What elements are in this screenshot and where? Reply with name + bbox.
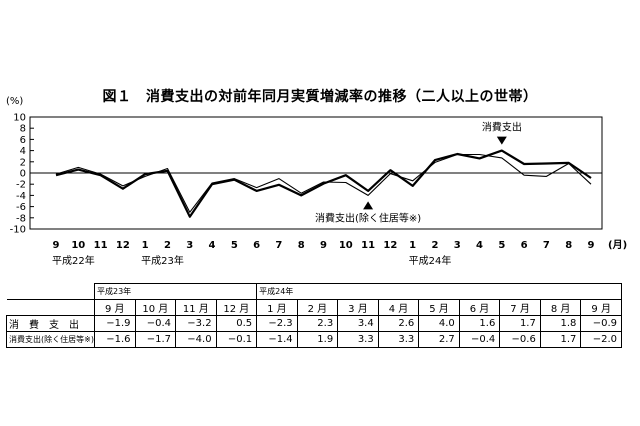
- annotation-label: 消費支出(除く住居等※): [315, 211, 421, 224]
- x-tick-label: 1: [409, 240, 416, 251]
- table-month-header: 8 月: [539, 299, 582, 316]
- table-corner-cell: [6, 283, 95, 300]
- table-cell: −0.4: [134, 315, 177, 332]
- y-tick-label: -10: [10, 225, 26, 236]
- y-tick-label: -6: [16, 202, 26, 213]
- x-tick-label: 2: [431, 240, 438, 251]
- x-tick-label: 11: [94, 240, 108, 251]
- chart-title: 図１ 消費支出の対前年同月実質増減率の推移（二人以上の世帯）: [102, 89, 538, 105]
- table-cell: −0.4: [458, 331, 501, 348]
- x-tick-label: 12: [116, 240, 130, 251]
- y-tick-label: 4: [20, 146, 26, 157]
- x-tick-label: 8: [565, 240, 572, 251]
- x-tick-label: 10: [339, 240, 353, 251]
- table-cell: 1.6: [458, 315, 501, 332]
- table-cell: −1.7: [134, 331, 177, 348]
- table-month-header: 12 月: [215, 299, 258, 316]
- table-month-header: 10 月: [134, 299, 177, 316]
- table-cell: 3.3: [337, 331, 379, 348]
- annotation-arrow-down: [496, 136, 507, 145]
- table-cell: 3.4: [337, 315, 379, 332]
- x-tick-label: 7: [275, 240, 282, 251]
- table-month-header: 1 月: [256, 299, 298, 316]
- table-cell: −2.0: [580, 331, 622, 348]
- x-tick-label: 9: [320, 240, 327, 251]
- table-cell: 2.3: [296, 315, 339, 332]
- y-tick-label: -2: [16, 180, 26, 191]
- table-month-header: 7 月: [499, 299, 541, 316]
- table-month-header: 9 月: [580, 299, 622, 316]
- x-tick-label: 9: [588, 240, 595, 251]
- table-row-label: 消費支出(除く住居等※): [6, 331, 95, 348]
- table-cell: −3.2: [175, 315, 217, 332]
- table-month-header: 11 月: [175, 299, 217, 316]
- x-tick-label: 12: [383, 240, 397, 251]
- y-tick-label: 0: [20, 169, 26, 180]
- era-label: 平成23年: [141, 254, 184, 267]
- x-tick-label: 3: [186, 240, 193, 251]
- era-label: 平成22年: [52, 254, 95, 267]
- series-line-1: [55, 153, 592, 213]
- x-unit-label: (月): [608, 239, 627, 251]
- x-tick-label: 1: [142, 240, 149, 251]
- table-cell: −1.6: [94, 331, 136, 348]
- x-tick-label: 2: [164, 240, 171, 251]
- table-cell: 0.5: [215, 315, 258, 332]
- y-tick-label: -4: [16, 191, 26, 202]
- table-era-row: 平成23年 平成24年: [6, 283, 622, 300]
- table-cell: −1.9: [94, 315, 136, 332]
- table-cell: −2.3: [256, 315, 298, 332]
- x-tick-label: 10: [71, 240, 85, 251]
- x-tick-label: 7: [543, 240, 550, 251]
- table-cell: 1.9: [296, 331, 339, 348]
- x-tick-label: 5: [498, 240, 505, 251]
- table-cell: 3.3: [377, 331, 420, 348]
- y-unit-label: (%): [6, 96, 23, 107]
- table-cell: 1.8: [539, 315, 582, 332]
- table-cell: −0.6: [499, 331, 541, 348]
- table-row: 消費支出(除く住居等※) −1.6 −1.7 −4.0 −0.1 −1.4 1.9 3.3 3.…: [6, 331, 622, 348]
- y-tick-label: 10: [13, 113, 26, 124]
- x-tick-label: 11: [361, 240, 375, 251]
- table-cell: 1.7: [539, 331, 582, 348]
- series-line-0: [55, 149, 592, 218]
- table-month-header: 9 月: [94, 299, 136, 316]
- table-cell: 1.7: [499, 315, 541, 332]
- era-label: 平成24年: [409, 254, 452, 267]
- table-corner-cell: [6, 299, 95, 316]
- table-era-header: 平成23年: [93, 283, 258, 300]
- table-cell: 2.6: [377, 315, 420, 332]
- table-cell: 2.7: [418, 331, 460, 348]
- x-tick-label: 6: [253, 240, 260, 251]
- table-month-header: 4 月: [377, 299, 420, 316]
- x-tick-label: 4: [476, 240, 483, 251]
- x-tick-label: 8: [298, 240, 305, 251]
- y-tick-label: -8: [16, 213, 26, 224]
- annotation-arrow-up: [363, 201, 374, 210]
- table-cell: −0.9: [580, 315, 622, 332]
- table-row-label: 消 費 支 出: [6, 315, 95, 332]
- x-tick-label: 6: [521, 240, 528, 251]
- annotation-label: 消費支出: [482, 121, 522, 134]
- table-month-header: 3 月: [337, 299, 379, 316]
- x-tick-label: 4: [209, 240, 216, 251]
- table-cell: −1.4: [256, 331, 298, 348]
- y-tick-label: 2: [20, 157, 26, 168]
- table-month-header: 6 月: [458, 299, 501, 316]
- table-cell: 4.0: [418, 315, 460, 332]
- table-row: 消 費 支 出 −1.9 −0.4 −3.2 0.5 −2.3 2.3 3.4 2.6 4.0 1.…: [6, 315, 622, 332]
- x-tick-label: 3: [454, 240, 461, 251]
- table-cell: −4.0: [175, 331, 217, 348]
- table-month-header: 5 月: [418, 299, 460, 316]
- x-tick-label: 5: [231, 240, 238, 251]
- table-cell: −0.1: [215, 331, 258, 348]
- table-month-header: 2 月: [296, 299, 339, 316]
- x-tick-label: 9: [53, 240, 60, 251]
- y-tick-label: 8: [20, 124, 26, 135]
- table-era-header: 平成24年: [256, 283, 622, 300]
- y-tick-label: 6: [20, 135, 26, 146]
